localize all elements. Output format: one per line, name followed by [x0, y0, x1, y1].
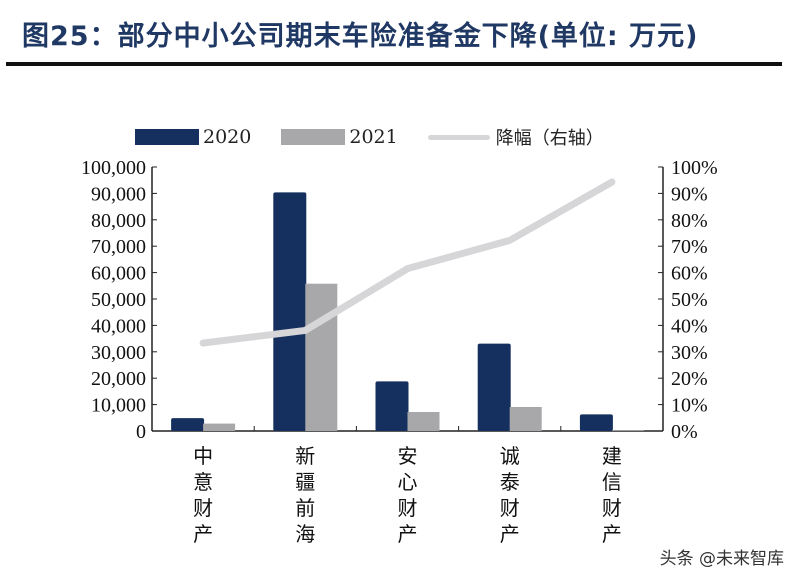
x-tick-label-char: 财: [602, 496, 622, 520]
x-tick-label-char: 建: [602, 444, 622, 468]
x-tick-label-char: 疆: [295, 470, 315, 494]
right-tick-label: 100%: [671, 157, 718, 179]
legend-label: 2021: [349, 126, 398, 148]
bar-2020: [579, 414, 613, 431]
x-tick-label-char: 泰: [500, 470, 520, 494]
legend-item-2020: 2020: [135, 126, 251, 148]
x-tick-label-char: 海: [295, 522, 315, 546]
legend-item-2021: 2021: [281, 126, 398, 148]
x-tick-label-char: 产: [500, 522, 520, 546]
left-tick-label: 100,000: [81, 157, 146, 179]
x-tick-label-char: 产: [602, 522, 622, 546]
left-tick-label: 0: [136, 421, 146, 443]
right-tick-label: 0%: [671, 421, 698, 443]
x-tick-label-char: 中: [193, 444, 213, 468]
x-tick-label-char: 安: [398, 444, 418, 468]
right-tick-label: 60%: [671, 263, 708, 285]
x-tick-label-char: 新: [295, 444, 315, 468]
legend-line: [427, 134, 490, 140]
legend: 2020 2021 降幅（右轴）: [135, 124, 634, 150]
left-tick-label: 40,000: [91, 315, 146, 337]
right-tick-label: 70%: [671, 236, 708, 258]
x-tick-label-char: 财: [193, 496, 213, 520]
left-tick-label: 90,000: [91, 183, 146, 205]
left-tick-label: 80,000: [91, 210, 146, 232]
right-tick-label: 30%: [671, 342, 708, 364]
x-tick-label-char: 心: [398, 470, 418, 494]
right-tick-label: 90%: [671, 183, 708, 205]
bar-2020: [375, 381, 409, 431]
chart-title: 图25：部分中小公司期末车险准备金下降(单位: 万元): [22, 21, 699, 52]
left-tick-label: 60,000: [91, 263, 146, 285]
bar-2021: [407, 411, 440, 431]
legend-label: 2020: [203, 126, 252, 148]
left-tick-label: 70,000: [91, 236, 146, 258]
legend-label: 降幅（右轴）: [495, 128, 604, 149]
bar-2020: [273, 192, 307, 431]
legend-swatch: [281, 129, 346, 145]
x-tick-label-char: 产: [193, 522, 213, 546]
bar-2020: [477, 343, 511, 431]
right-tick-label: 40%: [671, 315, 708, 337]
left-tick-label: 10,000: [91, 395, 146, 417]
bar-2021: [611, 430, 644, 431]
right-tick-label: 20%: [671, 368, 708, 390]
x-tick-label-char: 产: [398, 522, 418, 546]
watermark: 头条 @未来智库: [659, 549, 784, 569]
bar-2020: [171, 418, 205, 431]
legend-swatch: [135, 129, 199, 145]
title-divider: [6, 62, 782, 66]
left-tick-label: 30,000: [91, 342, 146, 364]
x-tick-label-char: 诚: [500, 444, 520, 468]
x-tick-label-char: 财: [500, 496, 520, 520]
bar-2021: [509, 406, 542, 431]
right-tick-label: 80%: [671, 210, 708, 232]
right-tick-label: 50%: [671, 289, 708, 311]
x-tick-label-char: 财: [398, 496, 418, 520]
x-tick-label-char: 意: [193, 470, 213, 494]
legend-item-decline: 降幅（右轴）: [427, 124, 604, 150]
left-tick-label: 20,000: [91, 368, 146, 390]
bar-2021: [203, 423, 236, 431]
x-tick-label-char: 前: [295, 496, 315, 520]
decline-line: [199, 178, 616, 347]
right-tick-label: 10%: [671, 395, 708, 417]
left-tick-label: 50,000: [91, 289, 146, 311]
x-tick-label-char: 信: [602, 470, 622, 494]
bar-2021: [305, 283, 338, 431]
